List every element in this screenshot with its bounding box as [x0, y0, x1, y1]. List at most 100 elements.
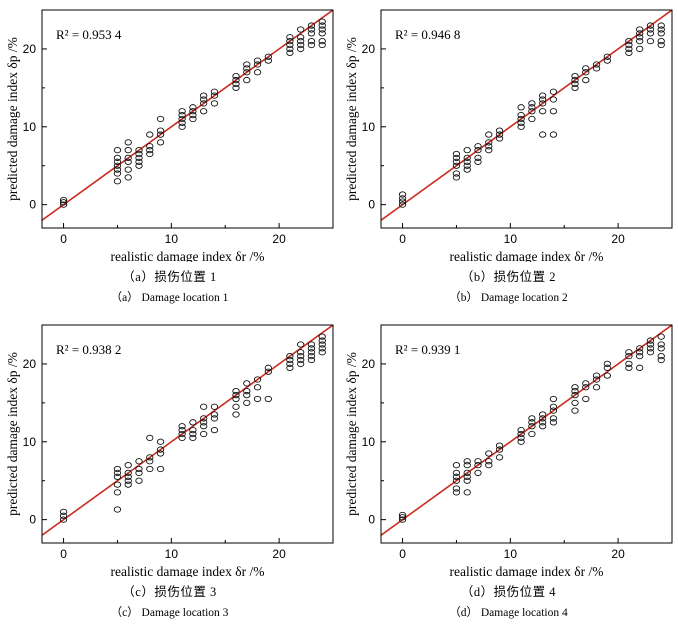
- r-squared-label: R² = 0.939 1: [395, 342, 460, 357]
- data-point: [528, 100, 536, 107]
- data-point: [539, 131, 547, 138]
- data-point: [582, 69, 590, 76]
- data-point: [124, 139, 132, 146]
- data-point: [657, 345, 665, 352]
- data-point: [528, 423, 536, 430]
- r-squared-label: R² = 0.946 8: [395, 27, 460, 42]
- data-point: [452, 473, 461, 480]
- data-point: [657, 26, 665, 33]
- data-point: [571, 76, 579, 84]
- x-tick-label: 0: [60, 232, 67, 246]
- data-point: [135, 458, 143, 465]
- data-point: [485, 461, 493, 469]
- data-point: [232, 73, 240, 80]
- data-point: [539, 96, 547, 103]
- data-point: [603, 53, 611, 60]
- data-point: [636, 26, 644, 33]
- data-point: [485, 139, 493, 146]
- data-point: [318, 18, 326, 25]
- data-point: [178, 108, 186, 115]
- x-tick-label: 0: [399, 547, 406, 561]
- data-point: [485, 131, 493, 138]
- data-point: [485, 146, 493, 154]
- data-point: [146, 146, 154, 154]
- x-tick-label: 10: [504, 232, 518, 246]
- data-point: [517, 426, 525, 434]
- data-point: [189, 419, 197, 426]
- chart-panel: 0 10 20 0 10 20 R² = 0.946 8 realistic damage i…: [339, 0, 678, 314]
- data-point: [264, 368, 272, 375]
- chart-panel: 0 10 20 0 10 20 R² = 0.953 4 realistic damage i…: [0, 0, 339, 314]
- data-point: [200, 430, 208, 438]
- data-point: [113, 162, 122, 169]
- data-point: [232, 80, 240, 88]
- y-axis-label: predicted damage index δp /%: [344, 37, 359, 201]
- data-point: [549, 395, 558, 403]
- data-point: [243, 61, 251, 68]
- data-point: [452, 174, 461, 181]
- data-point: [463, 166, 471, 173]
- data-point: [113, 170, 122, 177]
- data-point: [264, 57, 272, 64]
- data-point: [232, 76, 240, 84]
- data-point: [318, 26, 326, 33]
- data-point: [243, 380, 251, 387]
- data-point: [243, 69, 251, 76]
- data-point: [113, 465, 122, 473]
- data-point: [571, 399, 579, 407]
- data-point: [398, 511, 407, 519]
- data-point: [210, 403, 219, 410]
- y-tick-label: 20: [362, 42, 376, 56]
- data-point: [452, 162, 461, 169]
- data-point: [646, 37, 655, 45]
- data-point: [571, 407, 579, 414]
- data-point: [485, 450, 493, 457]
- data-point: [318, 349, 326, 356]
- caption-english: （b） Damage location 2: [449, 292, 568, 304]
- caption-english: （c） Damage location 3: [110, 607, 229, 619]
- data-point: [200, 108, 208, 115]
- y-axis-label: predicted damage index δp /%: [5, 37, 20, 201]
- data-point: [113, 506, 122, 513]
- data-point: [463, 461, 471, 469]
- data-point: [398, 201, 407, 208]
- data-point: [318, 341, 326, 348]
- data-point: [135, 146, 143, 154]
- x-tick-label: 0: [60, 547, 67, 561]
- data-point: [549, 407, 558, 414]
- data-point: [178, 423, 186, 430]
- data-point: [146, 458, 154, 465]
- data-point: [517, 119, 525, 127]
- data-point: [210, 92, 219, 99]
- data-point: [463, 154, 471, 162]
- data-point: [307, 349, 316, 356]
- data-point: [286, 360, 294, 368]
- data-point: [603, 360, 611, 368]
- data-point: [59, 512, 68, 519]
- y-tick-label: 20: [23, 42, 37, 56]
- data-point: [135, 465, 143, 473]
- data-point: [210, 426, 219, 434]
- data-point: [297, 34, 305, 41]
- data-point: [297, 341, 305, 348]
- data-point: [549, 108, 558, 115]
- data-point: [463, 146, 471, 154]
- data-point: [463, 469, 471, 477]
- caption-english: （d） Damage location 4: [449, 607, 568, 619]
- data-point: [474, 469, 482, 477]
- data-point: [539, 415, 547, 422]
- data-point: [189, 111, 197, 119]
- data-point: [307, 345, 316, 352]
- data-point: [625, 45, 633, 53]
- data-point: [135, 162, 143, 169]
- data-point: [286, 34, 294, 41]
- x-tick-label: 20: [611, 547, 625, 561]
- data-point: [657, 22, 665, 29]
- data-point: [178, 426, 186, 434]
- data-point: [646, 349, 655, 356]
- data-point: [243, 399, 251, 407]
- data-point: [582, 380, 590, 387]
- data-point: [200, 96, 208, 103]
- data-point: [398, 198, 407, 205]
- data-point: [517, 430, 525, 438]
